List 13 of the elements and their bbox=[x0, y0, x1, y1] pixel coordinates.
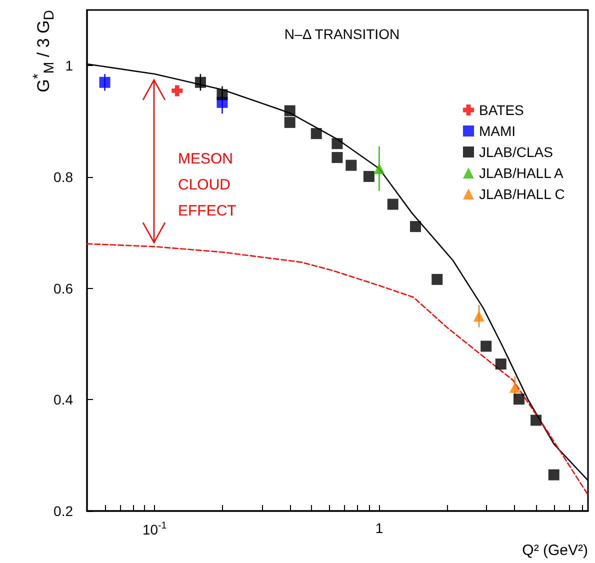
y-tick-label: 0.8 bbox=[54, 169, 74, 185]
legend-label: JLAB/HALL C bbox=[479, 186, 565, 202]
y-tick-label: 1 bbox=[65, 58, 74, 74]
x-axis-title: Q² (GeV²) bbox=[522, 542, 588, 559]
y-tick-label: 0.4 bbox=[54, 392, 74, 408]
y-tick-label: 0.2 bbox=[54, 503, 74, 519]
legend-label: JLAB/CLAS bbox=[479, 144, 553, 160]
legend-label: MAMI bbox=[479, 123, 516, 139]
legend-label: JLAB/HALL A bbox=[479, 165, 564, 181]
y-tick-label: 0.6 bbox=[54, 280, 74, 296]
text: N–Δ TRANSITION bbox=[284, 26, 400, 42]
legend-label: BATES bbox=[479, 102, 524, 118]
annotation: MESON CLOUD EFFECT bbox=[178, 150, 236, 220]
